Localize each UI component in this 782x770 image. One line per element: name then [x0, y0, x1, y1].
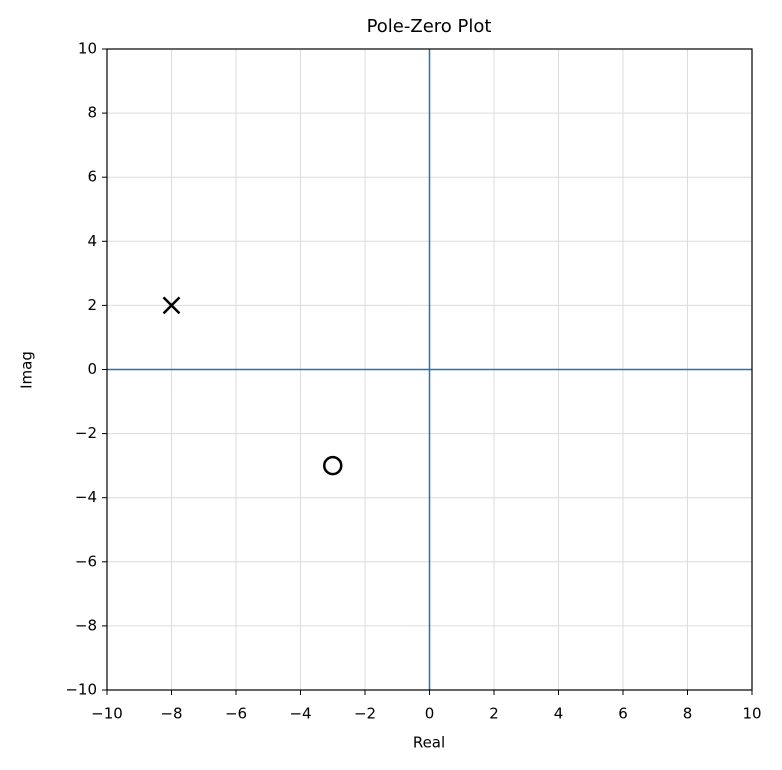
x-tick-label: 10 — [742, 705, 761, 723]
x-tick-label: 6 — [618, 705, 628, 723]
y-tick-label: −4 — [75, 488, 97, 506]
x-tick-label: 8 — [683, 705, 693, 723]
y-tick-label: −2 — [75, 424, 97, 442]
y-tick-label: 2 — [87, 296, 97, 314]
y-tick-label: −6 — [75, 552, 97, 570]
x-tick-label: −8 — [160, 705, 182, 723]
x-tick-label: −4 — [289, 705, 311, 723]
y-tick-label: 0 — [87, 360, 97, 378]
zero-marker — [323, 455, 343, 476]
x-tick-label: 2 — [489, 705, 499, 723]
y-tick-label: 8 — [87, 104, 97, 122]
y-tick-label: −8 — [75, 616, 97, 634]
y-tick-label: 6 — [87, 168, 97, 186]
y-axis-label: Imag — [18, 351, 36, 389]
y-tick-label: 10 — [78, 40, 97, 58]
pole-marker — [162, 296, 181, 315]
chart-title: Pole-Zero Plot — [367, 16, 492, 37]
x-tick-label: −10 — [91, 705, 123, 723]
y-tick-label: −10 — [65, 681, 97, 699]
plot-frame — [106, 48, 753, 691]
y-tick-label: 4 — [87, 232, 97, 250]
x-axis-label: Real — [413, 734, 445, 752]
x-tick-label: −2 — [354, 705, 376, 723]
x-tick-label: 0 — [425, 705, 435, 723]
x-tick-label: 4 — [554, 705, 564, 723]
x-tick-label: −6 — [225, 705, 247, 723]
